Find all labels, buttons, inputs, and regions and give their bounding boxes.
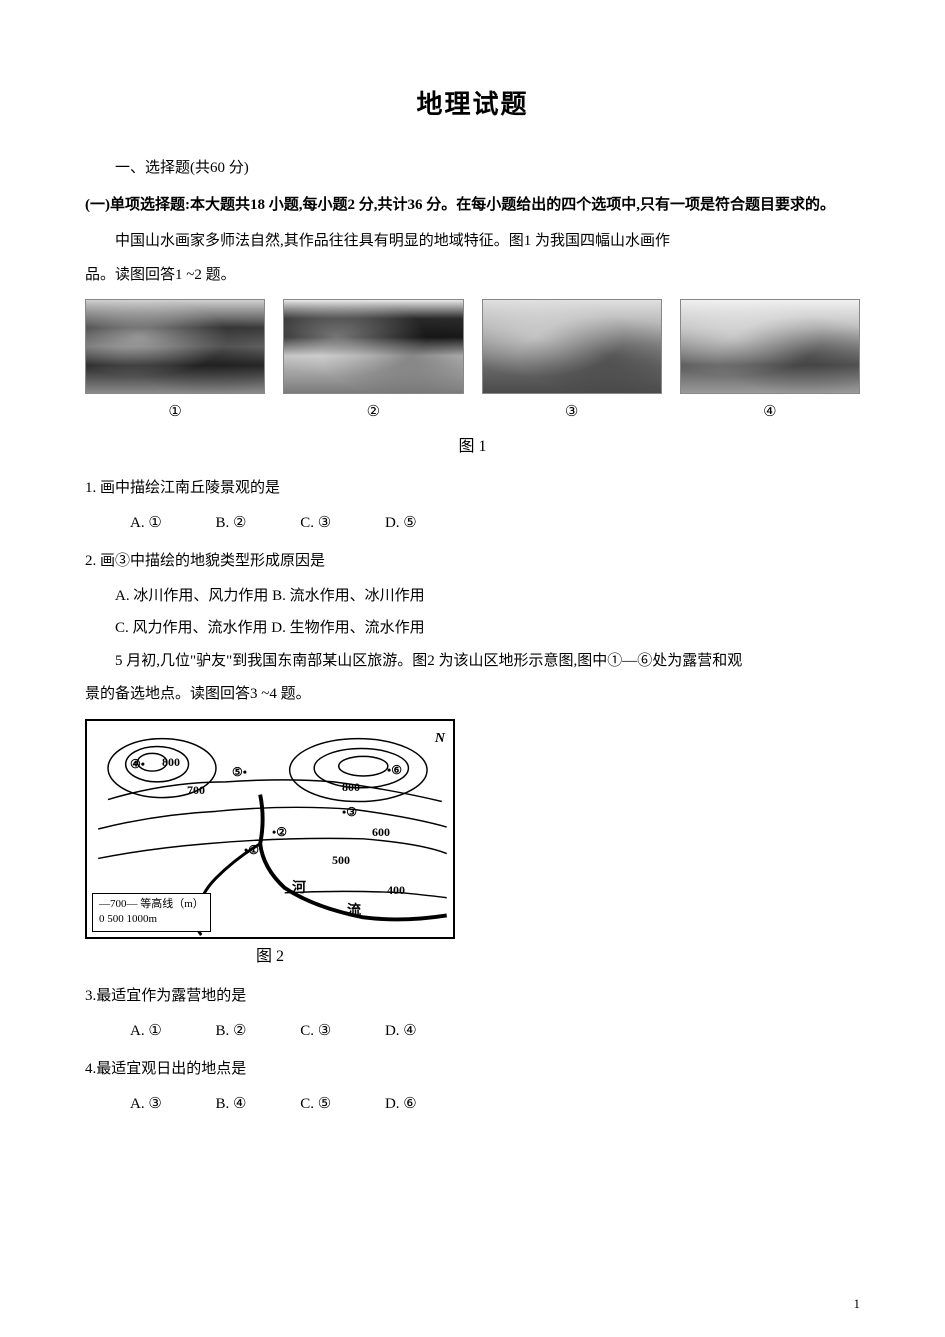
contour-600: 600 [372,821,390,844]
point-6: •⑥ [387,759,402,782]
q3-option-d: D. ④ [385,1017,417,1046]
north-arrow: N [435,726,445,753]
q3-option-a: A. ① [130,1017,162,1046]
figure1-images: ① ② ③ ④ [85,299,860,427]
question-4-options: A. ③ B. ④ C. ⑤ D. ⑥ [85,1090,860,1119]
contour-800-left: 800 [162,751,180,774]
painting-2-label: ② [367,398,380,427]
question-2-line1: A. 冰川作用、风力作用 B. 流水作用、冰川作用 [85,582,860,611]
river-label-1: 河 [292,876,306,903]
painting-4-box: ④ [680,299,860,427]
q4-option-d: D. ⑥ [385,1090,417,1119]
painting-3 [482,299,662,394]
page-title: 地理试题 [85,80,860,129]
painting-1 [85,299,265,394]
painting-1-box: ① [85,299,265,427]
passage2-line1: 5 月初,几位"驴友"到我国东南部某山区旅游。图2 为该山区地形示意图,图中①—… [85,647,860,676]
figure2-caption: 图 2 [85,942,455,972]
point-5: ⑤• [232,761,247,784]
question-2-line2: C. 风力作用、流水作用 D. 生物作用、流水作用 [85,614,860,643]
contour-400: 400 [387,879,405,902]
figure1-caption: 图 1 [85,432,860,462]
point-3: •③ [342,801,357,824]
q4-option-b: B. ④ [216,1090,247,1119]
point-1: •① [244,839,259,862]
contour-500: 500 [332,849,350,872]
question-4: 4.最适宜观日出的地点是 [85,1055,860,1084]
legend-scale: 0 500 1000m [99,912,204,927]
question-3-options: A. ① B. ② C. ③ D. ④ [85,1017,860,1046]
painting-2 [283,299,463,394]
point-4: ④• [130,753,145,776]
q1-option-a: A. ① [130,509,162,538]
river-label-2: 流 [347,899,361,926]
figure2-container: N 400 500 600 700 800 800 •① •② •③ ④• ⑤•… [85,719,455,972]
legend-contour: —700— 等高线（m） [99,897,204,912]
painting-3-box: ③ [482,299,662,427]
topographic-map: N 400 500 600 700 800 800 •① •② •③ ④• ⑤•… [85,719,455,939]
q4-option-c: C. ⑤ [300,1090,331,1119]
question-3: 3.最适宜作为露营地的是 [85,982,860,1011]
contour-800-right: 800 [342,776,360,799]
painting-4-label: ④ [763,398,776,427]
page-number: 1 [854,1292,861,1317]
q1-option-d: D. ⑤ [385,509,417,538]
passage1-line1: 中国山水画家多师法自然,其作品往往具有明显的地域特征。图1 为我国四幅山水画作 [85,227,860,256]
painting-4 [680,299,860,394]
passage1-line2: 品。读图回答1 ~2 题。 [85,261,860,290]
q1-option-c: C. ③ [300,509,331,538]
painting-1-label: ① [168,398,181,427]
map-legend: —700— 等高线（m） 0 500 1000m [92,893,211,932]
instruction-text: (一)单项选择题:本大题共18 小题,每小题2 分,共计36 分。在每小题给出的… [85,191,860,220]
question-1: 1. 画中描绘江南丘陵景观的是 [85,474,860,503]
q1-option-b: B. ② [216,509,247,538]
painting-2-box: ② [283,299,463,427]
q4-option-a: A. ③ [130,1090,162,1119]
painting-3-label: ③ [565,398,578,427]
point-2: •② [272,821,287,844]
q3-option-b: B. ② [216,1017,247,1046]
question-1-options: A. ① B. ② C. ③ D. ⑤ [85,509,860,538]
passage2-line2: 景的备选地点。读图回答3 ~4 题。 [85,680,860,709]
q3-option-c: C. ③ [300,1017,331,1046]
question-2: 2. 画③中描绘的地貌类型形成原因是 [85,547,860,576]
section-header: 一、选择题(共60 分) [85,154,860,183]
contour-700: 700 [187,779,205,802]
